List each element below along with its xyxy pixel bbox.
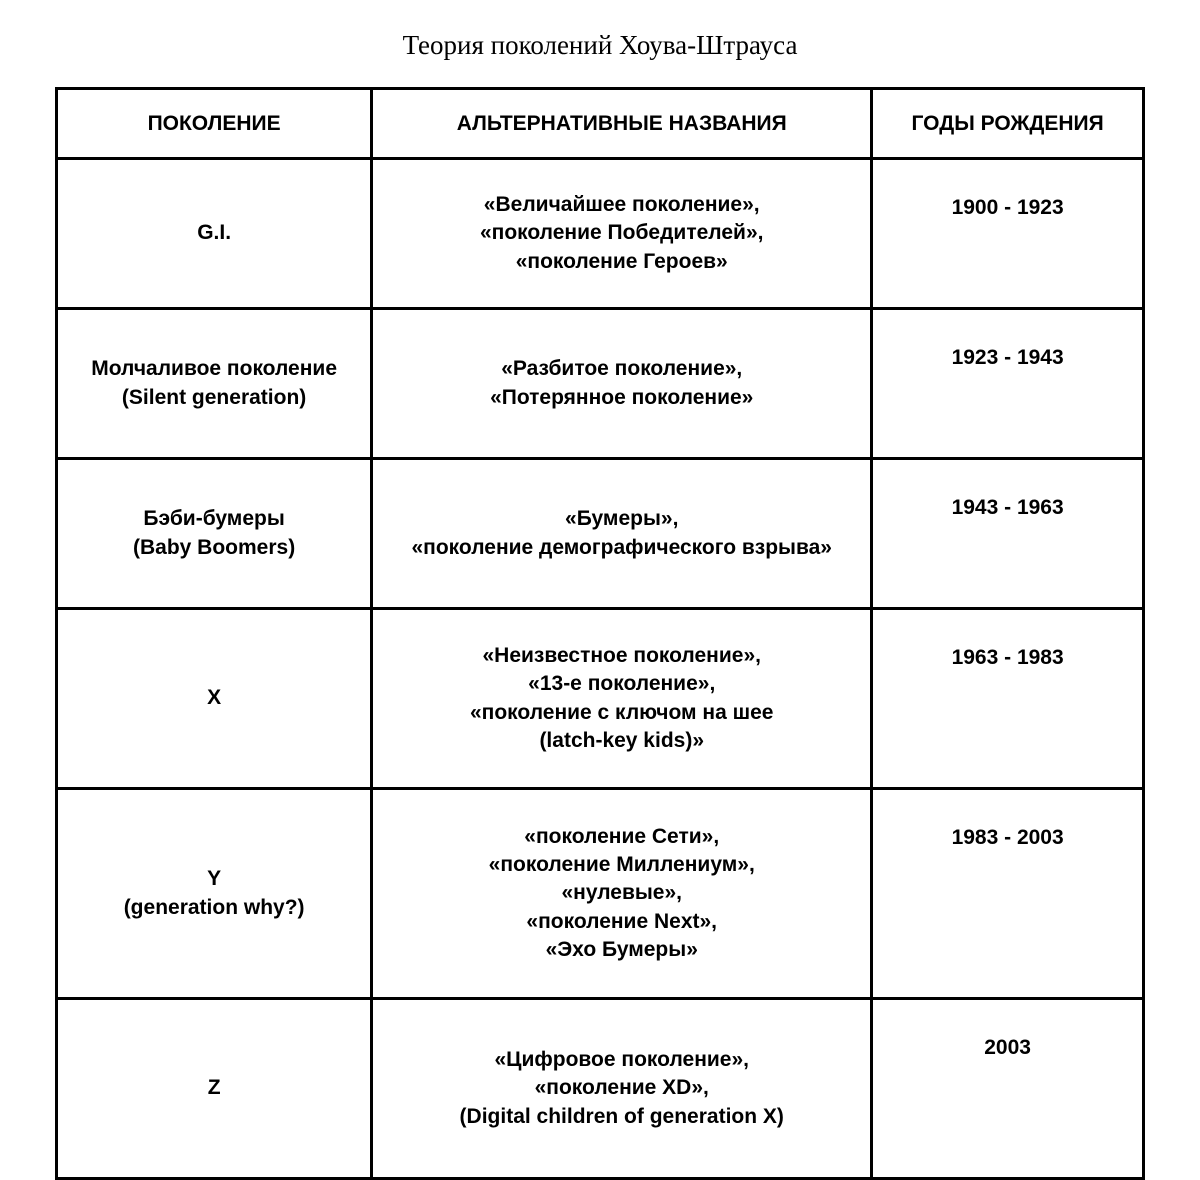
- header-altnames: АЛЬТЕРНАТИВНЫЕ НАЗВАНИЯ: [372, 89, 872, 159]
- table-row: Бэби-бумеры (Baby Boomers) «Бумеры», «по…: [57, 459, 1144, 609]
- table-row: G.I. «Величайшее поколение», «поколение …: [57, 159, 1144, 309]
- cell-altnames: «Разбитое поколение», «Потерянное поколе…: [372, 309, 872, 459]
- table-row: Z «Цифровое поколение», «поколение XD», …: [57, 999, 1144, 1179]
- table-header-row: ПОКОЛЕНИЕ АЛЬТЕРНАТИВНЫЕ НАЗВАНИЯ ГОДЫ Р…: [57, 89, 1144, 159]
- cell-generation: G.I.: [57, 159, 372, 309]
- cell-generation: X: [57, 609, 372, 789]
- cell-altnames: «Цифровое поколение», «поколение XD», (D…: [372, 999, 872, 1179]
- cell-generation: Молчаливое поколение (Silent generation): [57, 309, 372, 459]
- table-row: Молчаливое поколение (Silent generation)…: [57, 309, 1144, 459]
- cell-years: 1963 - 1983: [872, 609, 1144, 789]
- header-years: ГОДЫ РОЖДЕНИЯ: [872, 89, 1144, 159]
- cell-years: 1900 - 1923: [872, 159, 1144, 309]
- cell-altnames: «Неизвестное поколение», «13-е поколение…: [372, 609, 872, 789]
- header-generation: ПОКОЛЕНИЕ: [57, 89, 372, 159]
- cell-altnames: «поколение Сети», «поколение Миллениум»,…: [372, 789, 872, 999]
- cell-generation: Z: [57, 999, 372, 1179]
- cell-altnames: «Величайшее поколение», «поколение Побед…: [372, 159, 872, 309]
- generations-table: ПОКОЛЕНИЕ АЛЬТЕРНАТИВНЫЕ НАЗВАНИЯ ГОДЫ Р…: [55, 87, 1145, 1180]
- cell-years: 2003: [872, 999, 1144, 1179]
- cell-generation: Y (generation why?): [57, 789, 372, 999]
- cell-years: 1943 - 1963: [872, 459, 1144, 609]
- table-row: Y (generation why?) «поколение Сети», «п…: [57, 789, 1144, 999]
- cell-years: 1983 - 2003: [872, 789, 1144, 999]
- cell-generation: Бэби-бумеры (Baby Boomers): [57, 459, 372, 609]
- cell-altnames: «Бумеры», «поколение демографического вз…: [372, 459, 872, 609]
- table-row: X «Неизвестное поколение», «13-е поколен…: [57, 609, 1144, 789]
- page-title: Теория поколений Хоува-Штрауса: [55, 30, 1145, 61]
- cell-years: 1923 - 1943: [872, 309, 1144, 459]
